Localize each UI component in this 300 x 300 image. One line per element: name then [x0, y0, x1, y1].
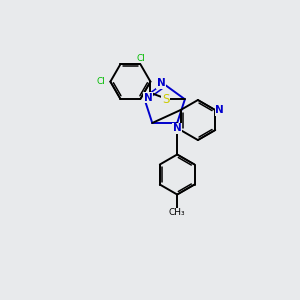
- Text: CH₃: CH₃: [169, 208, 185, 217]
- Text: Cl: Cl: [97, 77, 105, 86]
- Text: N: N: [157, 78, 165, 88]
- Text: Cl: Cl: [137, 54, 146, 63]
- Text: N: N: [215, 105, 224, 115]
- Text: S: S: [162, 93, 169, 106]
- Text: N: N: [173, 123, 182, 133]
- Text: N: N: [144, 93, 153, 103]
